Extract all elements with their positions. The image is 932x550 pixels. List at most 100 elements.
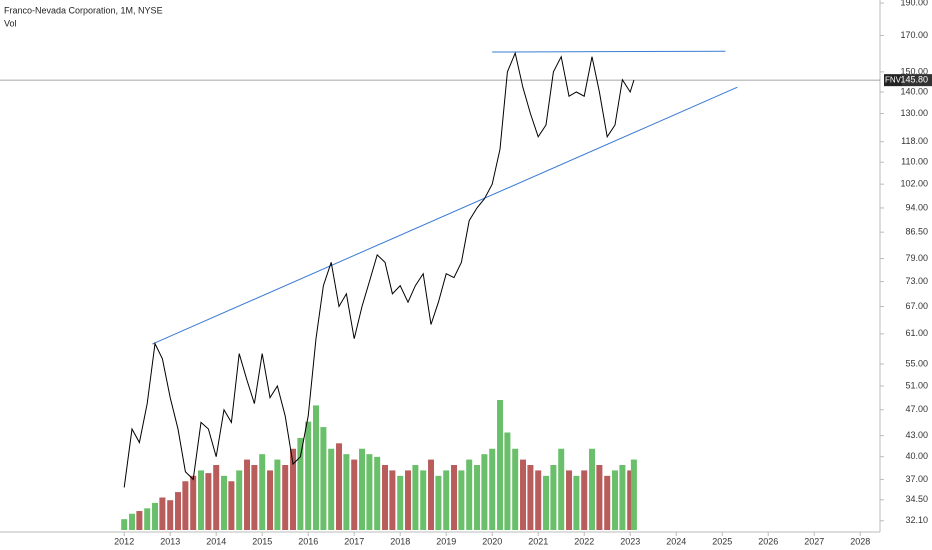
volume-bar	[336, 443, 343, 530]
volume-bar	[566, 470, 573, 530]
y-tick-label: 55.00	[905, 358, 928, 368]
y-tick-label: 40.00	[905, 451, 928, 461]
volume-bar	[405, 470, 412, 530]
volume-bar	[481, 454, 488, 530]
volume-bar	[596, 465, 603, 530]
volume-bar	[443, 470, 450, 530]
volume-bar	[458, 470, 465, 530]
chart-title: Franco-Nevada Corporation, 1M, NYSE	[4, 5, 163, 15]
volume-bar	[297, 437, 304, 530]
y-tick-label: 34.50	[905, 494, 928, 504]
volume-bar	[543, 475, 550, 530]
volume-bar	[213, 465, 220, 530]
volume-bar	[412, 465, 419, 530]
symbol-tag: FNV	[885, 75, 902, 84]
volume-bar	[305, 421, 312, 530]
volume-bar	[259, 454, 266, 530]
volume-bar	[313, 405, 320, 530]
volume-bar	[205, 473, 212, 530]
y-tick-label: 37.00	[905, 474, 928, 484]
volume-bar	[497, 400, 504, 530]
volume-bar	[274, 459, 281, 530]
volume-bar	[152, 502, 159, 530]
y-tick-label: 47.00	[905, 404, 928, 414]
x-tick-label: 2023	[620, 536, 640, 546]
volume-bar	[504, 432, 511, 530]
volume-bar	[619, 465, 626, 530]
y-tick-label: 110.00	[901, 157, 928, 167]
volume-bar	[435, 475, 442, 530]
volume-bar	[589, 448, 596, 530]
volume-bar	[520, 459, 527, 530]
y-tick-label: 130.00	[900, 108, 928, 118]
trendline	[152, 86, 738, 345]
y-tick-label: 86.50	[905, 227, 928, 237]
y-tick-label: 94.00	[905, 202, 928, 212]
volume-bar	[428, 459, 435, 530]
y-tick-label: 32.10	[905, 515, 928, 525]
x-tick-label: 2024	[666, 536, 686, 546]
volume-bar	[343, 454, 350, 530]
volume-bar	[420, 470, 427, 530]
y-tick-label: 150.00	[900, 66, 928, 76]
volume-bar	[512, 448, 519, 530]
y-tick-label: 79.00	[905, 253, 928, 263]
volume-bar	[290, 448, 297, 530]
volume-bar	[382, 465, 389, 530]
volume-bar	[251, 465, 258, 530]
volume-bar	[175, 492, 182, 530]
x-tick-label: 2016	[298, 536, 318, 546]
x-tick-label: 2027	[804, 536, 824, 546]
volume-bar	[221, 475, 228, 530]
volume-bar	[320, 427, 327, 530]
volume-bar	[244, 459, 251, 530]
volume-bar	[129, 513, 136, 530]
volume-bar	[466, 459, 473, 530]
volume-bar	[159, 497, 166, 530]
last-price-bg	[902, 74, 932, 87]
volume-bar	[236, 470, 243, 530]
x-tick-label: 2020	[482, 536, 502, 546]
y-tick-label: 73.00	[905, 276, 928, 286]
volume-bar	[550, 465, 557, 530]
y-tick-label: 118.00	[901, 136, 928, 146]
price-line	[123, 51, 635, 488]
volume-bar	[351, 459, 358, 530]
volume-bar	[397, 475, 404, 530]
volume-bar	[489, 448, 496, 530]
volume-bar	[558, 448, 565, 530]
volume-bar	[451, 465, 458, 530]
x-tick-label: 2012	[114, 536, 134, 546]
trendline	[492, 50, 726, 53]
volume-bar	[190, 475, 197, 530]
x-tick-label: 2015	[252, 536, 272, 546]
volume-bar	[328, 448, 335, 530]
volume-bar	[389, 470, 396, 530]
symbol-tag-bg	[884, 74, 902, 87]
volume-bar	[136, 511, 143, 530]
volume-bar	[366, 454, 373, 530]
volume-bar	[630, 459, 637, 530]
volume-bar	[573, 475, 580, 530]
y-tick-label: 67.00	[905, 301, 928, 311]
x-tick-label: 2013	[160, 536, 180, 546]
volume-bar	[144, 508, 151, 530]
volume-bar	[359, 448, 366, 530]
y-tick-label: 140.00	[900, 86, 928, 96]
volume-bar	[535, 470, 542, 530]
y-tick-label: 43.00	[905, 430, 928, 440]
x-tick-label: 2026	[758, 536, 778, 546]
x-tick-label: 2018	[390, 536, 410, 546]
volume-bar	[267, 470, 274, 530]
x-tick-label: 2019	[436, 536, 456, 546]
y-tick-label: 170.00	[900, 30, 928, 40]
volume-bar	[374, 456, 381, 530]
y-tick-label: 61.00	[905, 328, 928, 338]
volume-bar	[612, 470, 619, 530]
volume-bar	[182, 481, 189, 530]
volume-bar	[604, 475, 611, 530]
x-tick-label: 2028	[850, 536, 870, 546]
volume-bar	[474, 465, 481, 530]
